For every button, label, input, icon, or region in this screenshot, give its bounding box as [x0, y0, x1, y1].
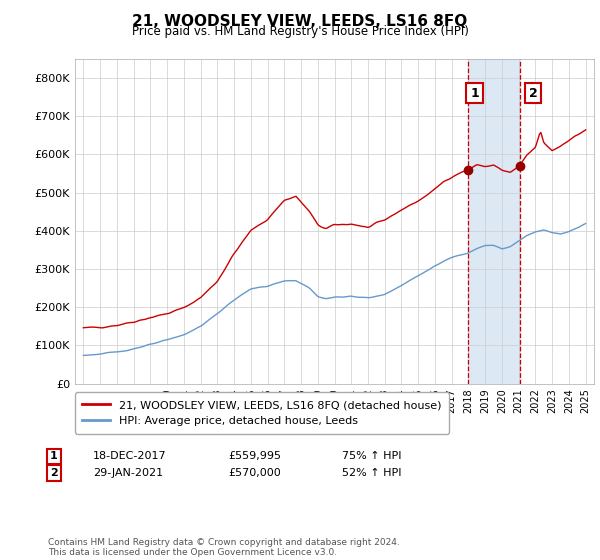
Text: £559,995: £559,995 [228, 451, 281, 461]
Text: 1: 1 [470, 87, 479, 100]
Text: Contains HM Land Registry data © Crown copyright and database right 2024.
This d: Contains HM Land Registry data © Crown c… [48, 538, 400, 557]
Text: 2: 2 [50, 468, 58, 478]
Legend: 21, WOODSLEY VIEW, LEEDS, LS16 8FQ (detached house), HPI: Average price, detache: 21, WOODSLEY VIEW, LEEDS, LS16 8FQ (deta… [74, 393, 449, 433]
Text: 52% ↑ HPI: 52% ↑ HPI [342, 468, 401, 478]
Text: 1: 1 [50, 451, 58, 461]
Text: £570,000: £570,000 [228, 468, 281, 478]
Text: Price paid vs. HM Land Registry's House Price Index (HPI): Price paid vs. HM Land Registry's House … [131, 25, 469, 38]
Text: 18-DEC-2017: 18-DEC-2017 [93, 451, 167, 461]
Bar [468, 59, 520, 384]
Text: 29-JAN-2021: 29-JAN-2021 [93, 468, 163, 478]
Text: 2: 2 [529, 87, 538, 100]
Text: 21, WOODSLEY VIEW, LEEDS, LS16 8FQ: 21, WOODSLEY VIEW, LEEDS, LS16 8FQ [133, 14, 467, 29]
Text: 75% ↑ HPI: 75% ↑ HPI [342, 451, 401, 461]
